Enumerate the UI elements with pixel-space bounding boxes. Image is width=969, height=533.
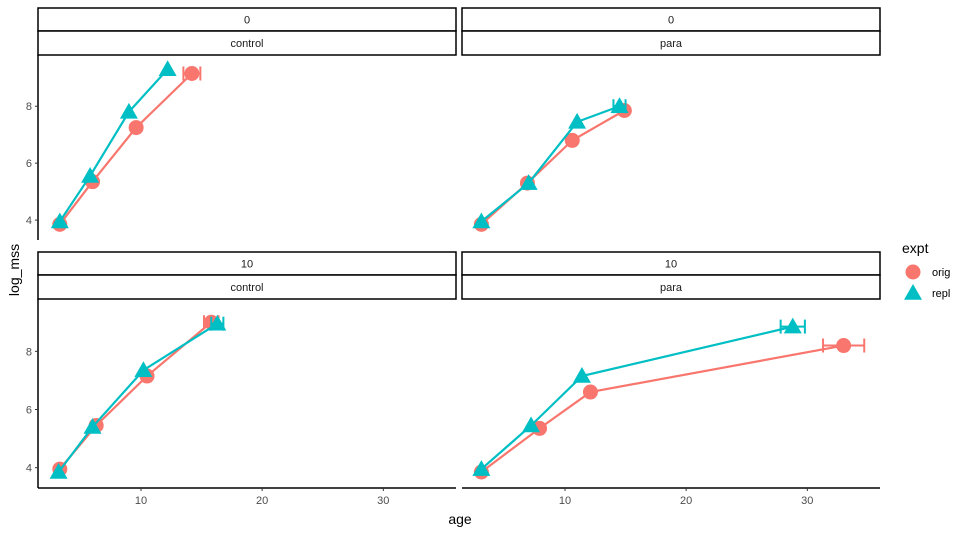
- x-tick-label: 10: [135, 495, 147, 507]
- point-repl: [472, 212, 491, 229]
- y-axis-title: log_mss: [6, 244, 22, 296]
- point-repl: [472, 460, 491, 476]
- axes-panel-2: 4 6 8 10 20 30: [26, 299, 456, 507]
- x-tick-label: 20: [680, 495, 692, 507]
- panel-3: 10 para: [461, 251, 881, 480]
- point-repl: [83, 417, 102, 434]
- point-repl: [158, 60, 177, 76]
- x-tick-label: 10: [559, 495, 571, 507]
- point-repl: [572, 367, 591, 383]
- series-line-orig: [58, 72, 193, 226]
- y-tick-label: 6: [26, 158, 32, 170]
- strip-label-top: 10: [665, 259, 677, 271]
- point-orig: [184, 66, 200, 81]
- strip-label-top: 0: [668, 15, 674, 27]
- strip-bottom-box: [461, 274, 881, 300]
- legend-label-repl: repl: [932, 288, 950, 300]
- strip-label-bottom: control: [230, 38, 263, 50]
- panel-1: 0 para: [461, 7, 881, 232]
- panel-2: 10 control: [37, 251, 457, 479]
- series-line-repl: [58, 68, 169, 223]
- legend-label-orig: orig: [932, 267, 950, 279]
- point-orig: [564, 132, 580, 148]
- strip-bottom-box: [461, 30, 881, 56]
- series-line-orig: [58, 321, 212, 470]
- point-repl: [610, 97, 629, 113]
- series-line-repl: [480, 325, 794, 470]
- panels-layer: 0 control 0 para 10 control 10 para: [37, 7, 881, 480]
- legend-key-orig: [905, 264, 921, 280]
- strip-bottom-box: [37, 274, 457, 300]
- point-repl: [81, 166, 100, 183]
- legend-title: expt: [902, 240, 929, 256]
- y-tick-label: 4: [26, 215, 32, 227]
- y-tick-label: 6: [26, 404, 32, 416]
- point-orig: [128, 120, 144, 136]
- strip-label-top: 0: [244, 15, 250, 27]
- y-tick-label: 8: [26, 346, 32, 358]
- point-repl: [49, 463, 68, 479]
- x-tick-label: 30: [377, 495, 389, 507]
- series-line-orig: [480, 109, 625, 226]
- point-repl: [119, 102, 138, 119]
- legend-key-repl: [904, 284, 922, 300]
- series-line-orig: [480, 344, 844, 473]
- point-repl: [50, 212, 69, 229]
- axes-panel-0: 4 6 8: [26, 55, 39, 240]
- point-repl: [783, 317, 802, 334]
- strip-label-bottom: para: [660, 38, 683, 50]
- point-orig: [582, 384, 598, 400]
- point-repl: [134, 361, 153, 377]
- axes-layer: 4 6 8 4 6 8 10 20 30 10 20 30: [26, 55, 880, 507]
- axes-panel-3: 10 20 30: [462, 487, 880, 507]
- y-tick-label: 4: [26, 463, 32, 475]
- series-line-repl: [57, 322, 218, 473]
- y-tick-label: 8: [26, 101, 32, 113]
- point-orig: [836, 338, 852, 354]
- strip-label-top: 10: [241, 259, 253, 271]
- strip-label-bottom: control: [230, 282, 263, 294]
- point-repl: [208, 314, 227, 331]
- point-repl: [519, 174, 538, 190]
- strip-bottom-box: [37, 30, 457, 56]
- legend-item-repl: repl: [904, 284, 950, 300]
- x-tick-label: 30: [801, 495, 813, 507]
- legend-item-orig: orig: [905, 264, 950, 280]
- series-line-repl: [480, 105, 620, 223]
- panel-0: 0 control: [37, 7, 457, 232]
- point-repl: [522, 416, 541, 433]
- point-repl: [568, 112, 587, 129]
- strip-label-bottom: para: [660, 282, 683, 294]
- x-axis-title: age: [448, 511, 472, 527]
- x-tick-label: 20: [256, 495, 268, 507]
